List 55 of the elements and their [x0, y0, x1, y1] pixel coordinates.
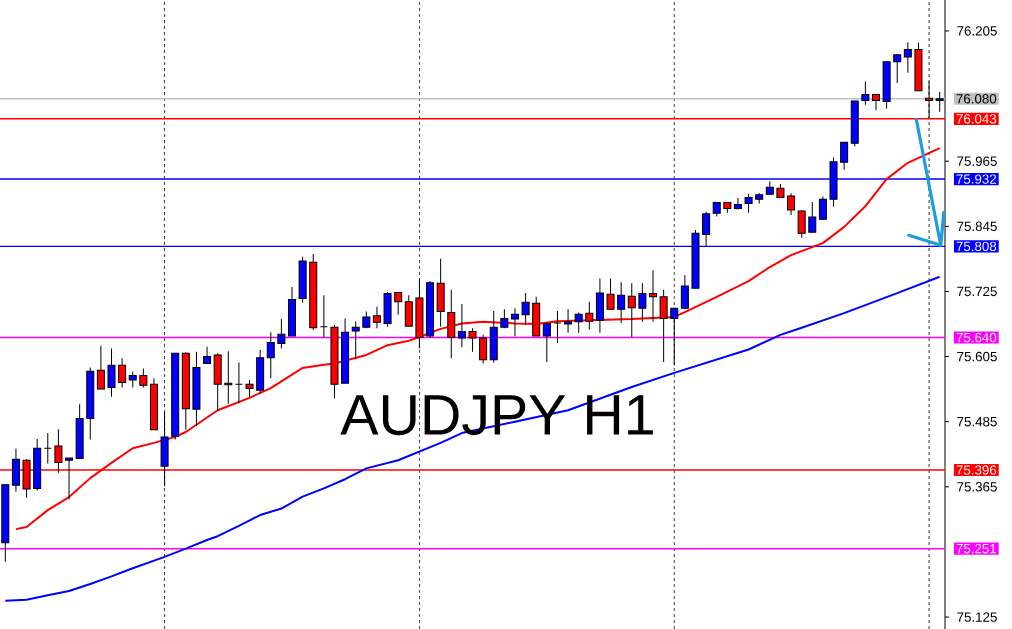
candlestick	[96, 345, 105, 390]
candlestick	[553, 310, 562, 344]
candlestick	[659, 289, 668, 363]
y-tick-label: 75.605	[957, 351, 997, 362]
candlestick	[733, 197, 742, 210]
ref-line-label: 75.640	[956, 332, 997, 343]
candlestick	[744, 193, 753, 214]
candlestick	[861, 80, 870, 106]
candlestick	[840, 141, 849, 171]
candlestick	[871, 93, 880, 111]
candlestick	[617, 281, 626, 324]
candlestick	[65, 457, 74, 500]
candlestick	[818, 195, 827, 221]
candlestick	[510, 307, 519, 337]
candlestick	[351, 320, 360, 360]
candlestick	[521, 292, 530, 326]
candlestick	[203, 346, 212, 365]
candlestick	[797, 209, 806, 239]
candlestick	[680, 274, 689, 309]
candlestick	[457, 303, 466, 348]
ref-line-label: 75.932	[956, 174, 997, 184]
candlestick	[266, 331, 275, 379]
y-tick-label: 76.205	[957, 26, 997, 36]
annotation: AUDJPY H1	[340, 395, 653, 436]
candlestick	[585, 301, 594, 330]
candlestick	[139, 368, 148, 388]
y-tick-label: 75.845	[957, 221, 997, 232]
candlestick	[893, 54, 902, 84]
candlestick	[542, 322, 551, 363]
candlestick	[277, 318, 286, 349]
ref-line-label: 76.043	[956, 114, 997, 124]
ref-line-label: 75.396	[956, 465, 997, 475]
y-tick-label: 75.485	[957, 416, 997, 427]
candlestick	[479, 334, 488, 365]
candlestick	[627, 282, 636, 338]
candlestick	[107, 347, 116, 398]
y-tick-label: 75.365	[957, 482, 997, 492]
ref-line-label: 75.808	[956, 241, 997, 252]
candlestick	[808, 201, 817, 233]
candlestick	[903, 41, 912, 74]
candlestick	[649, 269, 658, 323]
candlestick	[118, 357, 127, 388]
ref-line-label: 75.251	[956, 543, 997, 554]
candlestick	[638, 282, 647, 323]
candlestick	[670, 307, 679, 366]
candlestick	[574, 312, 583, 334]
ref-line-label: 76.080	[956, 94, 997, 104]
y-tick-label: 75.725	[957, 286, 997, 297]
y-tick-label: 75.965	[957, 156, 997, 166]
candlestick	[372, 306, 381, 329]
candlestick	[564, 308, 573, 334]
y-tick-label: 75.125	[957, 612, 997, 622]
candlestick	[468, 327, 477, 353]
candlestick	[787, 192, 796, 216]
candlestick	[606, 277, 615, 310]
